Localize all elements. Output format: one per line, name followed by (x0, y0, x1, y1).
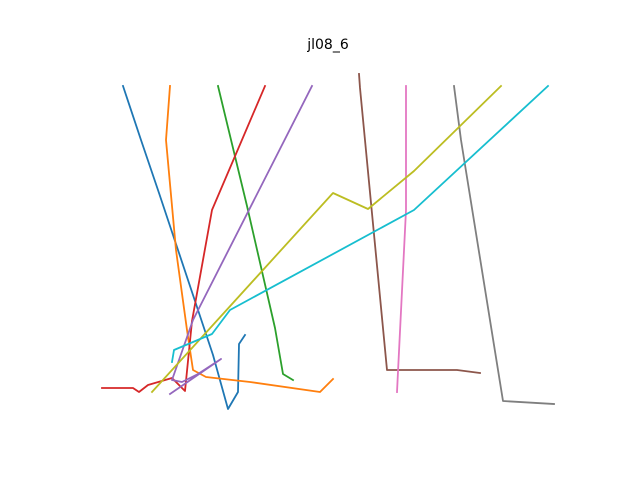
series-line-8 (452, 84, 555, 405)
chart-title: jl08_6 (306, 37, 349, 53)
series-line-5 (168, 84, 314, 396)
series-line-1 (121, 84, 247, 410)
series-line-7 (396, 85, 407, 393)
series-line-6 (358, 73, 482, 375)
series-line-3 (216, 84, 295, 382)
series-line-10 (170, 84, 550, 364)
series-line-9 (150, 84, 503, 394)
series-layer (101, 73, 555, 410)
series-line-2 (165, 85, 335, 393)
